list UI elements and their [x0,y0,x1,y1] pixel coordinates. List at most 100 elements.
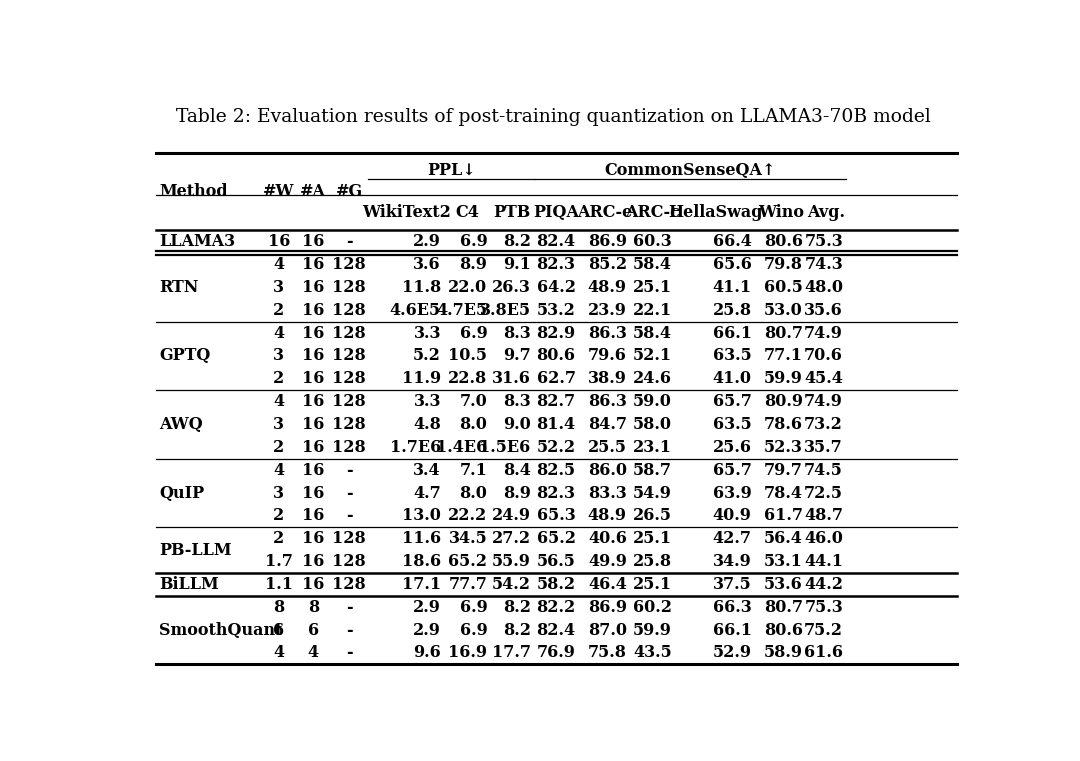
Text: 16: 16 [302,508,324,524]
Text: 6.9: 6.9 [460,324,487,342]
Text: 40.6: 40.6 [588,530,626,547]
Text: 34.9: 34.9 [713,553,752,570]
Text: 4: 4 [273,645,284,661]
Text: 16: 16 [302,530,324,547]
Text: 17.1: 17.1 [402,576,441,593]
Text: 53.1: 53.1 [765,553,804,570]
Text: 65.7: 65.7 [713,393,752,410]
Text: WikiText2: WikiText2 [362,204,450,221]
Text: 78.6: 78.6 [764,416,804,433]
Text: -: - [346,599,353,616]
Text: 48.7: 48.7 [804,508,843,524]
Text: 4.7: 4.7 [414,485,441,501]
Text: 128: 128 [333,393,366,410]
Text: 8.2: 8.2 [502,599,530,616]
Text: 9.7: 9.7 [503,347,530,365]
Text: 58.7: 58.7 [633,462,672,479]
Text: 25.6: 25.6 [713,439,752,456]
Text: 53.0: 53.0 [765,301,804,319]
Text: 59.9: 59.9 [765,371,804,387]
Text: 16: 16 [302,416,324,433]
Text: #G: #G [336,183,363,200]
Text: Method: Method [159,183,228,200]
Text: 82.2: 82.2 [537,599,576,616]
Text: 26.3: 26.3 [491,279,530,296]
Text: 16: 16 [302,462,324,479]
Text: 53.2: 53.2 [537,301,576,319]
Text: 86.9: 86.9 [588,599,626,616]
Text: 9.0: 9.0 [503,416,530,433]
Text: 22.1: 22.1 [633,301,672,319]
Text: 7.1: 7.1 [459,462,487,479]
Text: 53.6: 53.6 [765,576,804,593]
Text: 64.2: 64.2 [537,279,576,296]
Text: 76.9: 76.9 [537,645,576,661]
Text: 128: 128 [333,279,366,296]
Text: 86.3: 86.3 [588,393,626,410]
Text: 75.3: 75.3 [805,233,843,250]
Text: 128: 128 [333,371,366,387]
Text: 4: 4 [308,645,319,661]
Text: 8: 8 [308,599,319,616]
Text: 82.4: 82.4 [537,622,576,638]
Text: 75.2: 75.2 [804,622,843,638]
Text: 86.0: 86.0 [588,462,626,479]
Text: 74.5: 74.5 [805,462,843,479]
Text: 74.9: 74.9 [805,324,843,342]
Text: 37.5: 37.5 [713,576,752,593]
Text: 16.9: 16.9 [448,645,487,661]
Text: 81.4: 81.4 [537,416,576,433]
Text: 52.2: 52.2 [537,439,576,456]
Text: 74.3: 74.3 [805,256,843,273]
Text: 65.2: 65.2 [537,530,576,547]
Text: PPL↓: PPL↓ [427,162,475,179]
Text: 58.0: 58.0 [633,416,672,433]
Text: 2.9: 2.9 [413,599,441,616]
Text: 25.1: 25.1 [633,576,672,593]
Text: 2: 2 [273,508,284,524]
Text: 86.9: 86.9 [588,233,626,250]
Text: 3.3: 3.3 [414,324,441,342]
Text: 24.6: 24.6 [633,371,672,387]
Text: 44.2: 44.2 [804,576,843,593]
Text: 16: 16 [302,393,324,410]
Text: 49.9: 49.9 [588,553,626,570]
Text: 85.2: 85.2 [588,256,626,273]
Text: 1.5E6: 1.5E6 [480,439,530,456]
Text: 22.0: 22.0 [448,279,487,296]
Text: 60.3: 60.3 [633,233,672,250]
Text: 75.8: 75.8 [588,645,626,661]
Text: 4: 4 [273,393,284,410]
Text: 2.9: 2.9 [413,233,441,250]
Text: 17.7: 17.7 [491,645,530,661]
Text: 6: 6 [308,622,319,638]
Text: 63.9: 63.9 [713,485,752,501]
Text: -: - [346,508,353,524]
Text: LLAMA3: LLAMA3 [159,233,235,250]
Text: 56.4: 56.4 [765,530,804,547]
Text: 77.7: 77.7 [448,576,487,593]
Text: 25.8: 25.8 [633,553,672,570]
Text: 61.6: 61.6 [804,645,843,661]
Text: 22.8: 22.8 [448,371,487,387]
Text: 60.5: 60.5 [765,279,804,296]
Text: 82.4: 82.4 [537,233,576,250]
Text: Avg.: Avg. [808,204,846,221]
Text: 45.4: 45.4 [805,371,843,387]
Text: 128: 128 [333,576,366,593]
Text: 35.7: 35.7 [805,439,843,456]
Text: 128: 128 [333,324,366,342]
Text: 128: 128 [333,416,366,433]
Text: 48.0: 48.0 [804,279,843,296]
Text: 6.9: 6.9 [460,233,487,250]
Text: 52.9: 52.9 [713,645,752,661]
Text: 1.7: 1.7 [265,553,293,570]
Text: #A: #A [300,183,326,200]
Text: 70.6: 70.6 [805,347,843,365]
Text: 42.7: 42.7 [713,530,752,547]
Text: 58.4: 58.4 [633,256,672,273]
Text: 128: 128 [333,301,366,319]
Text: 24.9: 24.9 [491,508,530,524]
Text: 86.3: 86.3 [588,324,626,342]
Text: 48.9: 48.9 [588,508,626,524]
